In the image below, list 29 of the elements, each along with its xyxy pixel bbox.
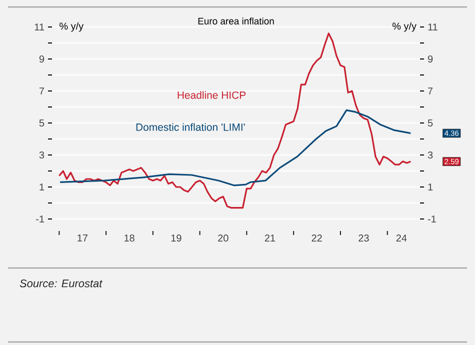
y-axis-title: % y/y (60, 22, 84, 32)
y2-tick-label: 7 (428, 88, 433, 94)
x-tick-label: 24 (396, 234, 407, 242)
y-tick-label: 3 (39, 151, 44, 159)
y-tick-label: -1 (36, 216, 44, 222)
x-tick-label: 17 (78, 234, 88, 242)
y2-tick-label: 1 (428, 184, 433, 190)
y2-tick-label: 3 (428, 151, 433, 159)
y-tick-label: 5 (39, 120, 44, 126)
source-note: Source: Eurostat (20, 280, 103, 288)
y-tick-label: 11 (34, 24, 44, 30)
x-tick-label: 23 (358, 234, 369, 242)
x-tick-label: 21 (264, 234, 276, 242)
y2-tick-label: 5 (428, 120, 433, 126)
y2-tick-label: -1 (428, 216, 436, 222)
chart-title: Euro area inflation (198, 18, 274, 24)
y-tick-label: 1 (40, 184, 44, 190)
y2-tick-label: 9 (428, 55, 433, 63)
y2-axis-title: % y/y (392, 22, 416, 32)
x-tick-label: 19 (171, 234, 182, 242)
x-tick-label: 22 (312, 234, 322, 242)
text: Domestic inflation 'LIMI' (136, 123, 245, 131)
y-tick-label: 7 (39, 88, 44, 94)
y2-tick-label: 11 (428, 24, 438, 30)
x-tick-label: 20 (218, 234, 228, 242)
text: Headline HICP (178, 91, 246, 99)
line-series (59, 109, 412, 186)
x-tick-label: 18 (124, 234, 134, 242)
y-tick-label: 9 (39, 55, 44, 63)
